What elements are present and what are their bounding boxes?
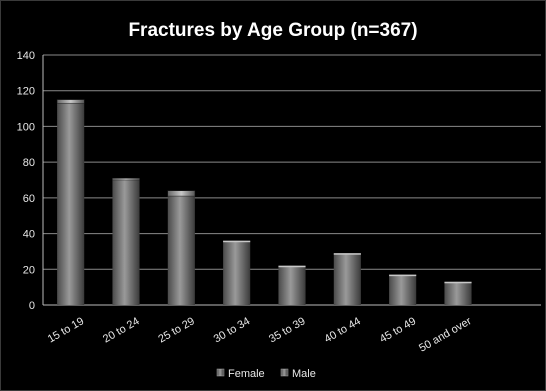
x-tick-label: 20 to 24 <box>101 315 141 345</box>
bar-male <box>444 281 472 305</box>
y-tick-label: 20 <box>23 264 35 276</box>
bar-top-highlight <box>389 274 417 277</box>
y-tick-label: 60 <box>23 193 35 205</box>
bar-top-highlight <box>444 281 472 284</box>
legend: Female Male <box>216 368 316 380</box>
bar-male <box>333 253 361 305</box>
x-tick-label: 25 to 29 <box>156 315 196 345</box>
bar-male <box>167 196 195 305</box>
bar-male <box>223 240 251 305</box>
x-tick-label: 40 to 44 <box>322 315 362 345</box>
bar-male <box>112 180 140 305</box>
bar-female <box>112 177 140 181</box>
y-tick-label: 100 <box>17 121 35 133</box>
x-tick-labels: 15 to 19 20 to 24 25 to 29 30 to 34 35 to 39… <box>46 315 474 355</box>
bar-female <box>56 99 85 104</box>
y-tick-label: 140 <box>17 50 35 62</box>
bar-female <box>167 190 196 197</box>
bar-male <box>57 103 85 305</box>
y-tick-label: 40 <box>23 229 35 241</box>
y-tick-label: 120 <box>17 86 35 98</box>
x-tick-label: 35 to 39 <box>267 315 307 345</box>
legend-swatch <box>216 368 225 377</box>
x-tick-label: 30 to 34 <box>212 315 252 345</box>
bar-top-highlight <box>278 265 306 268</box>
legend-label: Male <box>292 368 316 380</box>
bar-male <box>278 265 306 305</box>
x-tick-label: 45 to 49 <box>378 315 418 345</box>
chart-title: Fractures by Age Group (n=367) <box>128 20 417 41</box>
legend-swatch <box>280 368 289 377</box>
bar-male <box>389 274 417 305</box>
bar-top-highlight <box>333 253 361 255</box>
y-tick-label: 80 <box>23 157 35 169</box>
bar-top-highlight <box>223 240 251 243</box>
x-tick-label: 15 to 19 <box>46 315 86 345</box>
y-tick-label: 0 <box>29 300 35 312</box>
x-tick-label: 50 and over <box>417 315 474 355</box>
bars <box>56 99 472 305</box>
legend-label: Female <box>228 368 265 380</box>
